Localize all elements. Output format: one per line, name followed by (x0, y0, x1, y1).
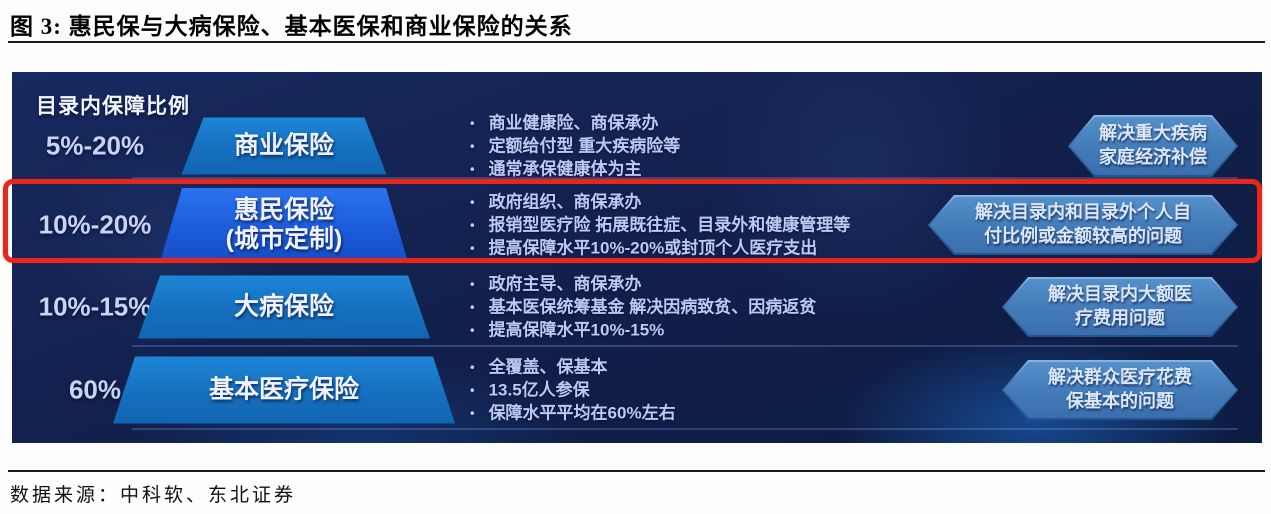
data-source-caption: 数据来源：中科软、东北证券 (10, 485, 297, 506)
outcome-text-line: 疗费用问题 (1075, 308, 1165, 328)
outcome-hexagon-basic-medical: 解决群众医疗花费 保基本的问题 (1002, 360, 1238, 420)
bullet-item: 13.5亿人参保 (452, 379, 972, 402)
bullet-item: 报销型医疗险 拓展既往症、目录外和健康管理等 (452, 214, 972, 237)
tier-row-critical-illness-insurance: 10%-15% 大病保险 政府主导、商保承办 基本医保统筹基金 解决因病致贫、因… (12, 268, 1262, 346)
outcome-text-line: 保基本的问题 (1066, 391, 1174, 411)
tier-name: 惠民保险 (233, 195, 334, 224)
outcome-text-line: 解决群众医疗花费 (1048, 367, 1192, 388)
outcome-text-line: 解决目录内大额医 (1048, 284, 1192, 305)
trapezoid-shape: 大病保险 (138, 276, 430, 339)
axis-label: 目录内保障比例 (36, 95, 190, 118)
row-divider (132, 428, 1238, 430)
feature-bullet-list: 政府主导、商保承办 基本医保统筹基金 解决因病致贫、因病返贫 提高保障水平10%… (452, 273, 972, 342)
outcome-text-line: 付比例或金额较高的问题 (984, 226, 1182, 246)
tier-name-subline: (城市定制) (225, 225, 343, 253)
feature-bullet-list: 全覆盖、保基本 13.5亿人参保 保障水平平均在60%左右 (452, 356, 972, 425)
bullet-item: 商业健康险、商保承办 (452, 112, 972, 135)
coverage-percent-label: 5%-20% (45, 130, 145, 161)
bullet-item: 保障水平平均在60%左右 (452, 402, 972, 425)
trapezoid-shape: 基本医疗保险 (113, 357, 455, 424)
figure-title: 图 3: 惠民保与大病保险、基本医保和商业保险的关系 (10, 14, 573, 39)
row-divider (132, 345, 1238, 347)
tier-name: 基本医疗保险 (208, 375, 359, 404)
tier-name: 大病保险 (233, 292, 334, 321)
outcome-text-line: 解决重大疾病 (1099, 123, 1207, 144)
bullet-item: 定额给付型 重大疾病险等 (452, 135, 972, 158)
hexagon-fill: 解决群众医疗花费 保基本的问题 (1004, 362, 1236, 418)
diagram-panel: 目录内保障比例 5%-20% 商业保险 商业健康险、商保承办 定额给付型 重大疾… (12, 72, 1262, 443)
tier-row-commercial-insurance: 5%-20% 商业保险 商业健康险、商保承办 定额给付型 重大疾病险等 通常承保… (12, 106, 1262, 186)
footer-divider (8, 470, 1265, 472)
outcome-hexagon-critical-illness: 解决目录内大额医 疗费用问题 (1002, 277, 1238, 337)
hexagon-fill: 解决重大疾病 家庭经济补偿 (1070, 117, 1236, 175)
trapezoid-shape: 商业保险 (182, 118, 387, 175)
tier-trapezoid-basic-medical: 基本医疗保险 (113, 357, 455, 424)
bullet-item: 提高保障水平10%-15% (452, 319, 972, 342)
hexagon-fill: 解决目录内和目录外个人自 付比例或金额较高的问题 (930, 197, 1236, 253)
bullet-item: 基本医保统筹基金 解决因病致贫、因病返贫 (452, 296, 972, 319)
bullet-item: 提高保障水平10%-20%或封顶个人医疗支出 (452, 237, 972, 260)
outcome-hexagon-huimin: 解决目录内和目录外个人自 付比例或金额较高的问题 (928, 195, 1238, 255)
tier-trapezoid-commercial: 商业保险 (182, 118, 387, 175)
outcome-text-line: 家庭经济补偿 (1099, 147, 1207, 167)
trapezoid-shape: 惠民保险 (城市定制) (160, 188, 408, 262)
tier-trapezoid-huimin: 惠民保险 (城市定制) (160, 188, 408, 262)
outcome-text-line: 解决目录内和目录外个人自 (975, 202, 1191, 223)
hexagon-fill: 解决目录内大额医 疗费用问题 (1004, 279, 1236, 335)
coverage-percent-label: 10%-15% (38, 291, 152, 322)
outcome-hexagon-commercial: 解决重大疾病 家庭经济补偿 (1068, 115, 1238, 177)
bullet-item: 全覆盖、保基本 (452, 356, 972, 379)
bullet-item: 政府组织、商保承办 (452, 191, 972, 214)
coverage-percent-label: 60% (68, 374, 122, 405)
feature-bullet-list: 政府组织、商保承办 报销型医疗险 拓展既往症、目录外和健康管理等 提高保障水平1… (452, 191, 972, 260)
title-divider (8, 41, 1265, 43)
tier-name: 商业保险 (233, 131, 334, 160)
bullet-item: 通常承保健康体为主 (452, 158, 972, 181)
bullet-item: 政府主导、商保承办 (452, 273, 972, 296)
coverage-percent-label: 10%-20% (38, 209, 152, 240)
tier-trapezoid-critical-illness: 大病保险 (138, 276, 430, 339)
tier-row-huimin-insurance: 10%-20% 惠民保险 (城市定制) 政府组织、商保承办 报销型医疗险 拓展既… (12, 182, 1262, 268)
tier-row-basic-medical-insurance: 60% 基本医疗保险 全覆盖、保基本 13.5亿人参保 保障水平平均在60%左右… (12, 348, 1262, 432)
feature-bullet-list: 商业健康险、商保承办 定额给付型 重大疾病险等 通常承保健康体为主 (452, 112, 972, 181)
